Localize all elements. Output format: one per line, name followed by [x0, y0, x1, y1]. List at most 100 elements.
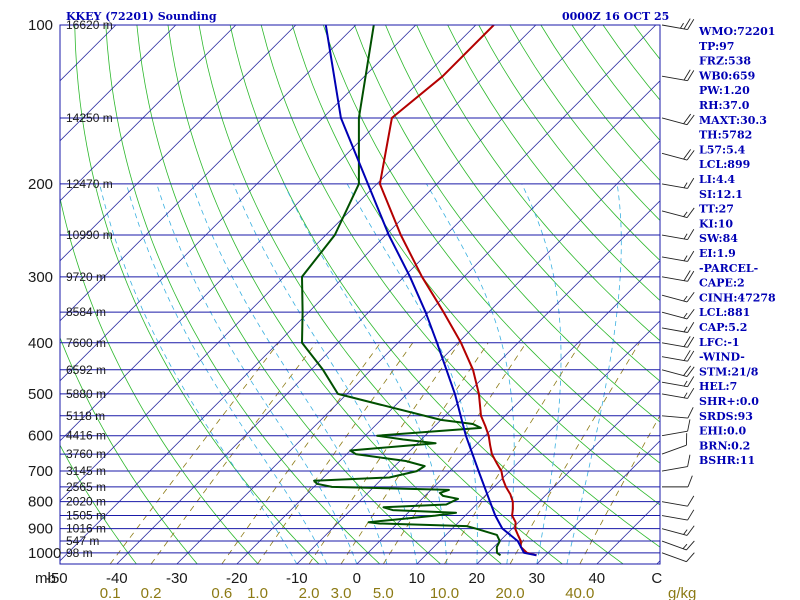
wind-barb-feather [686, 540, 695, 551]
wind-barb-staff [661, 356, 688, 362]
dry-adiabat-line [447, 25, 660, 302]
wind-barb-feather [687, 387, 695, 399]
height-label: 2020 m [66, 495, 106, 509]
sounding-index-label: LCL:881 [699, 306, 750, 319]
pressure-tick-label: 100 [28, 17, 53, 34]
isotherm-line [60, 25, 177, 142]
wind-barb-staff [661, 415, 688, 419]
mixing-ratio-tick-label: 40.0 [565, 585, 594, 600]
wind-barb-staff [661, 210, 688, 219]
isotherm-line [60, 25, 597, 562]
wind-barb-staff [661, 294, 688, 303]
wind-barb-staff [661, 515, 688, 521]
moist-adiabat-line [156, 183, 358, 564]
dry-adiabat-line [60, 336, 198, 564]
wind-barb [661, 270, 695, 282]
wind-barb-staff [661, 369, 688, 377]
moist-adiabat-line [426, 183, 515, 564]
wind-barb-feather [683, 149, 692, 160]
mixing-ratio-line [444, 342, 582, 564]
sounding-index-label: TH:5782 [699, 129, 752, 142]
temperature-trace [378, 25, 537, 557]
wind-barb [661, 454, 691, 472]
wind-barb-feather [687, 475, 693, 488]
wind-barb [661, 229, 695, 240]
moist-adiabat-line [566, 183, 622, 564]
pressure-unit-label: mb [35, 570, 56, 587]
wind-barb-feather [686, 291, 695, 303]
temperature-tick-label: -50 [46, 570, 68, 587]
temperature-tick-label: -30 [166, 570, 188, 587]
wind-barb-feather [683, 295, 688, 302]
wind-barb [661, 291, 695, 303]
dewpoint-trace [301, 25, 502, 557]
height-label: 5118 m [66, 409, 105, 423]
mixing-ratio-tick-label: 0.1 [100, 585, 121, 600]
temperature-tick-label: 20 [468, 570, 485, 587]
wind-barb-feather [682, 543, 688, 550]
wind-barb [661, 495, 695, 507]
wind-barb-staff [661, 466, 688, 472]
temperature-tick-label: 0 [353, 570, 361, 587]
wind-barb-feather [687, 419, 691, 432]
wind-barb-feather [687, 407, 694, 419]
mixing-ratio-line [509, 342, 640, 564]
sounding-index-label: HEL:7 [699, 380, 737, 393]
mixing-ratio-tick-label: 3.0 [331, 585, 352, 600]
sounding-index-label: TP:97 [699, 40, 734, 53]
isotherm-line [60, 25, 417, 382]
moist-adiabat-line [521, 183, 562, 564]
isotherm-line [536, 440, 660, 564]
wind-barb-feather [687, 229, 695, 240]
pressure-tick-label: 1000 [28, 545, 61, 562]
wind-barb [661, 365, 695, 377]
wind-barb-feather [683, 18, 691, 30]
isotherm-line [60, 25, 237, 202]
sounding-index-label: L57:5.4 [699, 143, 746, 156]
wind-barb-feather [687, 336, 695, 348]
height-label: 8584 m [66, 305, 106, 319]
chart-title: KKEY (72201) Sounding [66, 10, 217, 23]
wind-barb-staff [661, 234, 688, 240]
wind-barb [661, 433, 688, 455]
temperature-tick-label: -10 [286, 570, 308, 587]
wind-barb-feather [683, 350, 691, 361]
isotherm-line [476, 380, 660, 564]
wind-barb-staff [661, 501, 688, 507]
mixing-ratio-tick-label: 1.0 [247, 585, 268, 600]
isotherm-line [116, 25, 657, 564]
wind-barb-staff [661, 75, 688, 82]
wind-barb-staff [661, 381, 688, 388]
temperature-tick-label: 10 [408, 570, 425, 587]
wind-barb-feather [687, 70, 695, 81]
height-label: 547 m [66, 534, 99, 548]
wind-barb-feather [686, 150, 695, 161]
dry-adiabat-line [385, 25, 660, 382]
sounding-index-label: FRZ:538 [699, 55, 751, 68]
wind-barb-feather [683, 312, 688, 319]
mixing-ratio-tick-label: 5.0 [373, 585, 394, 600]
moist-adiabat-line [346, 183, 478, 564]
dry-adiabat-line [260, 25, 660, 548]
moist-adiabat-line [99, 183, 298, 564]
height-label: 10990 m [66, 228, 113, 242]
wind-barb-staff [661, 430, 688, 437]
sounding-index-label: EHI:0.0 [699, 425, 746, 438]
wind-barb-feather [683, 69, 691, 81]
height-label: 16620 m [66, 18, 113, 32]
wind-barb-staff [661, 444, 687, 455]
wind-barb [661, 350, 695, 362]
sounding-index-label: KI:10 [699, 217, 733, 230]
wind-barb-feather [680, 22, 684, 29]
sounding-index-label: WB0:659 [698, 69, 755, 82]
wind-barb-staff [661, 327, 688, 333]
dry-adiabat-line [291, 25, 660, 506]
wind-barb-feather [687, 495, 695, 507]
sounding-index-label: PW:1.20 [699, 84, 750, 97]
wind-barb-staff [661, 152, 688, 161]
chart-time: 0000Z 16 OCT 25 [562, 10, 669, 23]
height-label: 3145 m [66, 464, 106, 478]
wind-barb [661, 18, 695, 30]
